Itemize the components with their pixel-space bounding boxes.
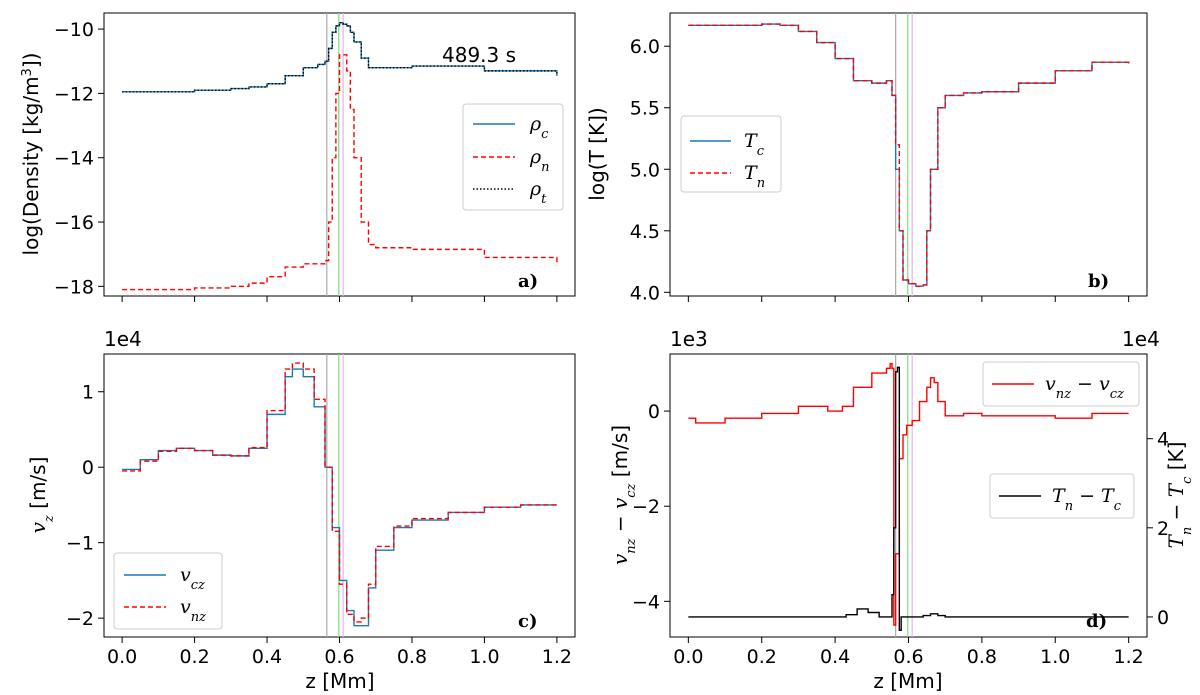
panel-d-legend-v-box — [982, 361, 1140, 407]
panel-d-xtick-label: 0.2 — [747, 646, 777, 668]
panel-c-tag: c) — [518, 611, 537, 632]
panel-d-legend-t-box — [989, 473, 1135, 519]
panel-d-ylabel: vnz − vcz [m/s] — [608, 425, 639, 565]
panel-c-ytick-label: 0 — [82, 457, 94, 479]
panel-a-ytick-label: −16 — [54, 212, 94, 234]
panel-c-xtick-label: 0.8 — [397, 646, 427, 668]
panel-a-legend: ρc ρn ρt — [462, 103, 564, 211]
panel-b-markers — [895, 13, 913, 296]
panel-c-xtick-label: 0.6 — [324, 646, 354, 668]
panel-a-series-1 — [122, 54, 558, 291]
panel-b-ytick-label: 5.5 — [630, 98, 660, 120]
panel-d-ytick-label: −2 — [632, 496, 660, 518]
panel-d-series — [688, 362, 1129, 632]
panel-c-ytick-label: 1 — [82, 382, 94, 404]
panel-a-ytick-label: −10 — [54, 19, 94, 41]
panel-a-yticks: −18 −16 −14 −12 −10 — [54, 19, 104, 298]
panel-a-tag: a) — [518, 271, 538, 292]
panel-c-ylabel: vz [m/s] — [26, 457, 57, 534]
panel-d-xticks: 0.0 0.2 0.4 0.6 0.8 1.0 1.2 — [673, 637, 1144, 668]
panel-c-xtick-label: 1.0 — [469, 646, 499, 668]
panel-b-ytick-label: 4.0 — [630, 282, 660, 304]
panel-b-series-1 — [688, 23, 1130, 287]
panel-a-xticks — [121, 296, 558, 302]
panel-d-xtick-label: 0.8 — [967, 646, 997, 668]
panel-c-yticks: −2 −1 0 1 — [66, 382, 104, 630]
panel-d-ytick-right-label: 2 — [1157, 518, 1169, 540]
panel-b-tag: b) — [1088, 271, 1109, 292]
panel-b-xticks — [687, 296, 1130, 302]
panel-a: −18 −16 −14 −12 −10 log(Density [kg/m3]) 489… — [19, 12, 576, 302]
panel-a-ytick-label: −12 — [54, 83, 94, 105]
panel-a-ylabel: log(Density [kg/m3]) — [19, 53, 43, 256]
panel-d-ytick-right-label: 0 — [1157, 607, 1169, 629]
panel-a-ytick-label: −14 — [54, 148, 94, 170]
panel-c-series-1 — [122, 362, 557, 623]
panel-a-markers — [326, 13, 344, 296]
panel-c: 0.0 0.2 0.4 0.6 0.8 1.0 1.2 −2 −1 0 1 1e4 vz [m/s… — [26, 327, 576, 693]
panel-b-ytick-label: 5.0 — [630, 159, 660, 181]
panel-d-series-1 — [688, 366, 1129, 632]
panel-c-ytick-label: −2 — [66, 608, 94, 630]
panel-c-xtick-label: 0.4 — [252, 646, 282, 668]
panel-c-legend-box — [113, 552, 223, 630]
panel-d-xtick-label: 0.6 — [893, 646, 923, 668]
panel-d-tag: d) — [1086, 611, 1107, 632]
panel-d-ytick-label: 0 — [648, 401, 660, 423]
panel-b-ytick-label: 6.0 — [630, 36, 660, 58]
panel-d-xtick-label: 1.0 — [1040, 646, 1070, 668]
panel-c-xticks: 0.0 0.2 0.4 0.6 0.8 1.0 1.2 — [107, 637, 572, 668]
panel-c-markers — [326, 354, 344, 637]
panel-d: 0.0 0.2 0.4 0.6 0.8 1.0 1.2 −4−20 024 1e3 1e4 … — [608, 327, 1195, 693]
panel-a-series — [122, 21, 558, 291]
panel-b: 4.0 4.5 5.0 5.5 6.0 log(T [K]) b) Tc Tn — [585, 12, 1148, 304]
panel-d-yticks: −4 −2 0 — [632, 401, 670, 613]
panel-b-yticks: 4.0 4.5 5.0 5.5 6.0 — [630, 36, 670, 304]
panel-c-series — [122, 362, 557, 627]
panel-b-legend: Tc Tn — [680, 115, 782, 193]
panel-a-ytick-label: −18 — [54, 276, 94, 298]
panel-d-offset-label-left: 1e3 — [670, 327, 708, 351]
panel-d-ytick-right-label: 4 — [1157, 429, 1169, 451]
panel-c-legend: vcz vnz — [113, 552, 223, 630]
panel-b-ylabel: log(T [K]) — [585, 107, 609, 200]
panel-a-series-2 — [122, 21, 558, 93]
panel-c-offset-label: 1e4 — [104, 327, 142, 351]
panel-a-time-annotation: 489.3 s — [442, 43, 516, 67]
panel-c-ytick-label: −1 — [66, 533, 94, 555]
panel-d-xtick-label: 0.0 — [673, 646, 703, 668]
panel-b-ytick-label: 4.5 — [630, 221, 660, 243]
panel-d-yticks-right: 0 2 4 — [1147, 429, 1169, 629]
panel-d-legend-t: Tn − Tc — [989, 473, 1135, 519]
panel-c-xlabel: z [Mm] — [305, 669, 374, 693]
panel-d-xtick-label: 0.4 — [820, 646, 850, 668]
panel-d-xtick-label: 1.2 — [1114, 646, 1144, 668]
panel-c-xtick-label: 0.0 — [107, 646, 137, 668]
panel-c-xtick-label: 1.2 — [542, 646, 572, 668]
panel-c-xtick-label: 0.2 — [179, 646, 209, 668]
panel-d-markers — [895, 354, 913, 637]
panel-d-legend-v: vnz − vcz — [982, 361, 1140, 407]
panel-d-offset-label-right: 1e4 — [1122, 327, 1160, 351]
panel-d-xlabel: z [Mm] — [873, 669, 942, 693]
panel-b-legend-box — [680, 115, 782, 193]
panel-b-series — [688, 23, 1130, 287]
panel-d-ytick-label: −4 — [632, 591, 660, 613]
